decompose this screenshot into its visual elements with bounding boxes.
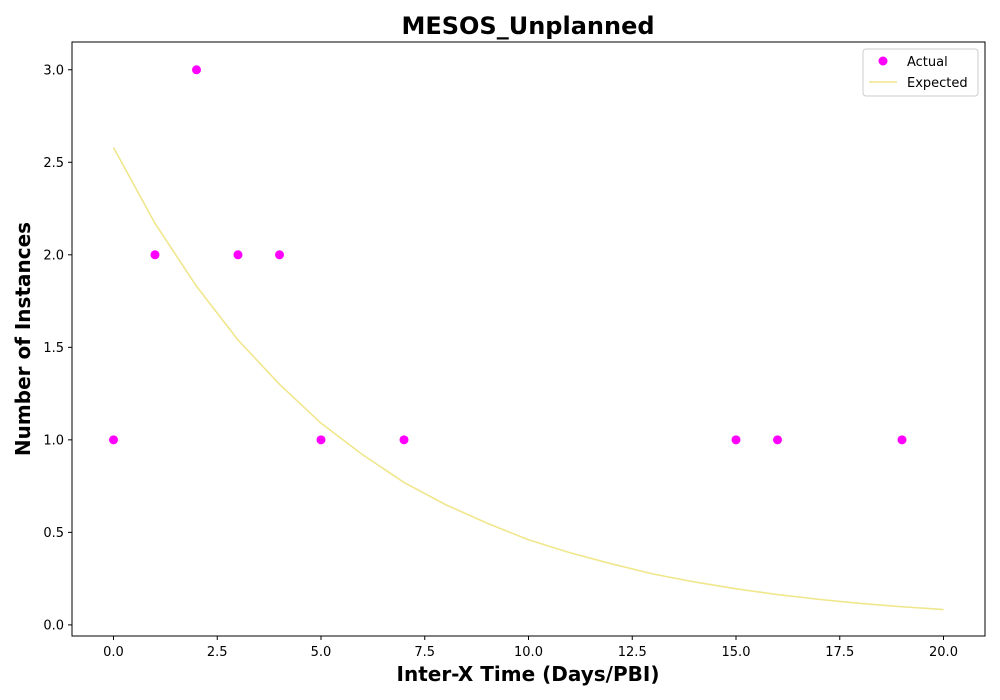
y-axis-label: Number of Instances (11, 222, 35, 456)
x-tick-label: 15.0 (722, 645, 751, 660)
actual-point (109, 435, 118, 445)
axes-frame (71, 41, 986, 637)
chart-title: MESOS_Unplanned (401, 12, 654, 40)
legend-actual-marker (878, 56, 888, 66)
x-tick-label: 10.0 (514, 645, 543, 660)
y-tick-label: 0.5 (43, 526, 64, 541)
y-tick-label: 2.0 (43, 248, 64, 263)
actual-point (150, 250, 160, 260)
plot-area (109, 65, 944, 611)
y-axis: 0.0 0.5 1.0 1.5 2.0 2.5 3.0 (43, 63, 72, 633)
x-tick-label: 0.0 (103, 645, 124, 660)
expected-series-line (112, 147, 944, 611)
actual-point (731, 435, 741, 445)
legend-expected-label: Expected (907, 76, 968, 91)
actual-point (316, 435, 326, 445)
actual-point (192, 65, 201, 75)
y-tick-label: 3.0 (43, 63, 64, 78)
x-tick-label: 20.0 (929, 645, 958, 660)
actual-point (399, 435, 409, 445)
y-tick-label: 2.5 (43, 156, 64, 171)
x-tick-label: 17.5 (825, 645, 854, 660)
x-tick-label: 12.5 (618, 645, 647, 660)
x-tick-label: 7.5 (414, 645, 435, 660)
legend-box (862, 48, 979, 97)
x-axis-label: Inter-X Time (Days/PBI) (397, 662, 660, 686)
x-tick-label: 2.5 (207, 645, 228, 660)
actual-point (897, 435, 907, 445)
y-tick-label: 1.5 (43, 341, 64, 356)
x-tick-label: 5.0 (311, 645, 332, 660)
legend-actual-label: Actual (907, 55, 948, 70)
legend: Actual Expected (862, 48, 979, 97)
actual-point (773, 435, 782, 445)
actual-point (275, 250, 284, 260)
y-tick-label: 1.0 (43, 433, 64, 448)
y-tick-label: 0.0 (43, 618, 64, 633)
actual-point (233, 250, 243, 260)
x-axis: 0.0 2.5 5.0 7.5 10.0 12.5 15.0 17.5 20.0 (103, 636, 958, 660)
